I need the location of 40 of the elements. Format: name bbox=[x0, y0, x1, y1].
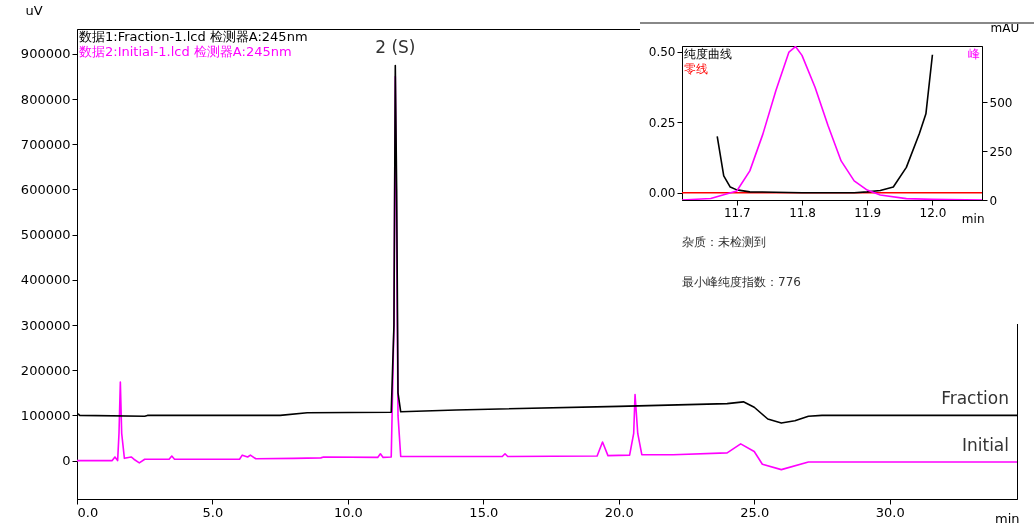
y-tick-label: 500000 bbox=[20, 227, 71, 243]
annotation: 数据1:Fraction-1.lcd 检测器A:245nm bbox=[79, 29, 308, 44]
x-tick-label: 11.8 bbox=[789, 205, 816, 220]
y-tick-label: 600000 bbox=[20, 181, 71, 197]
annotation: 杂质：未检测到 bbox=[682, 235, 766, 249]
y-tick-label: 200000 bbox=[20, 362, 71, 378]
series-label: Initial bbox=[961, 434, 1009, 455]
y-tick-label: 400000 bbox=[20, 272, 71, 288]
legend-label: 纯度曲线 bbox=[684, 47, 732, 61]
y2-tick-label: 250 bbox=[989, 144, 1013, 159]
x-tick-label: 10.0 bbox=[333, 504, 363, 520]
x-tick-label: 20.0 bbox=[604, 504, 634, 520]
y-tick-label: 0 bbox=[62, 453, 71, 469]
y-tick-label: 0.50 bbox=[648, 45, 676, 60]
x-tick-label: 11.9 bbox=[854, 205, 882, 220]
annotation: 2 (S) bbox=[375, 36, 416, 57]
x-tick-label: 5.0 bbox=[202, 504, 224, 520]
y-tick-label: 0.25 bbox=[648, 115, 676, 130]
annotation: 数据2:Initial-1.lcd 检测器A:245nm bbox=[79, 44, 292, 59]
annotation: 最小峰纯度指数：776 bbox=[682, 275, 801, 289]
y-tick-label: 100000 bbox=[20, 407, 71, 423]
y2-tick-label: 500 bbox=[989, 95, 1013, 110]
x-tick-label: 0.0 bbox=[77, 504, 99, 520]
x-tick-label: 15.0 bbox=[469, 504, 499, 520]
x-tick-label: 30.0 bbox=[875, 504, 905, 520]
y-tick-label: 900000 bbox=[20, 46, 71, 62]
series-label: Fraction bbox=[941, 388, 1009, 409]
y-tick-label: 700000 bbox=[20, 136, 71, 152]
x-tick-label: 11.7 bbox=[723, 205, 751, 220]
text: 峰 bbox=[968, 47, 980, 61]
y-tick-label: 800000 bbox=[20, 91, 71, 107]
x-tick-label: 12.0 bbox=[919, 205, 947, 220]
x-tick-label: 25.0 bbox=[740, 504, 770, 520]
y-axis-title: uV bbox=[25, 2, 43, 18]
text: 零线 bbox=[684, 62, 708, 76]
y-tick-label: 300000 bbox=[20, 317, 71, 333]
x-axis-title: min bbox=[994, 510, 1020, 526]
y-tick-label: 0.00 bbox=[648, 186, 676, 201]
y2-tick-label: 0 bbox=[989, 193, 998, 208]
x-axis-title: min bbox=[961, 211, 985, 226]
